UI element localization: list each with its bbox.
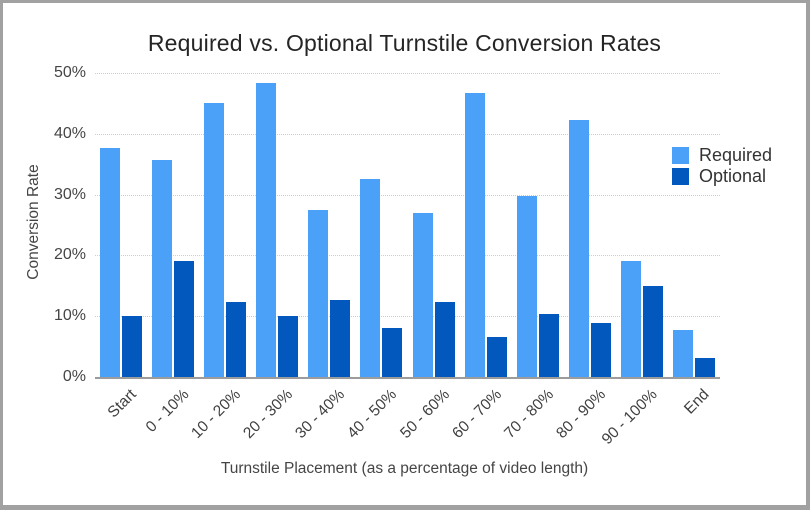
- legend-label-optional: Optional: [699, 166, 767, 186]
- bar-group: [407, 73, 459, 377]
- required-bar: [100, 147, 121, 377]
- x-tick-label: 70 - 80%: [500, 386, 557, 442]
- x-axis-title: Turnstile Placement (as a percentage of …: [220, 460, 589, 477]
- optional-bar: [122, 315, 143, 377]
- bar-group: [355, 73, 407, 377]
- required-bar: [204, 103, 225, 377]
- y-tick-label: 40%: [53, 124, 86, 142]
- x-tick-label: 40 - 50%: [344, 386, 401, 442]
- optional-bar: [642, 285, 663, 377]
- plot-area: [95, 73, 720, 377]
- x-tick-label: 30 - 40%: [292, 386, 349, 442]
- required-bar: [568, 120, 589, 377]
- legend-item-required: Required: [672, 145, 773, 165]
- y-tick-label: 10%: [53, 307, 86, 325]
- x-tick-label: 60 - 70%: [448, 386, 505, 442]
- chart-title: Required vs. Optional Turnstile Conversi…: [147, 30, 662, 56]
- bar-group: [199, 73, 251, 377]
- gridline-40%: [95, 133, 720, 135]
- optional-bar: [590, 322, 611, 377]
- required-bar: [672, 329, 693, 377]
- y-tick-label: 50%: [53, 64, 86, 81]
- y-tick-label: 0%: [62, 368, 86, 385]
- required-swatch-icon: [672, 147, 689, 164]
- x-tick-label: 90 - 100%: [598, 386, 661, 448]
- bar-group: [251, 73, 303, 377]
- x-tick-label: End: [681, 386, 713, 418]
- optional-swatch-icon: [672, 168, 689, 185]
- optional-bar: [538, 314, 559, 377]
- gridline-50%: [95, 73, 720, 74]
- legend: Required Optional: [672, 145, 773, 189]
- optional-bar: [226, 302, 247, 377]
- x-tick-label: Start: [104, 386, 141, 422]
- required-bar: [412, 212, 433, 377]
- required-bar: [464, 92, 485, 377]
- optional-bar: [382, 328, 403, 377]
- optional-bar: [486, 336, 507, 377]
- legend-item-optional: Optional: [672, 166, 772, 186]
- x-tick-label: 0 - 10%: [142, 386, 193, 436]
- bar-group: [303, 73, 355, 377]
- optional-bar: [278, 315, 299, 377]
- y-tick-label: 30%: [53, 185, 86, 203]
- optional-bar: [434, 301, 455, 377]
- y-tick-label: 20%: [53, 246, 86, 264]
- bar-group: [95, 73, 147, 377]
- x-tick-label: 50 - 60%: [396, 386, 453, 442]
- bar-group: [147, 73, 199, 377]
- bar-group: [460, 73, 512, 377]
- gridline-20%: [95, 255, 720, 257]
- required-bar: [516, 195, 537, 377]
- x-tick-label: 20 - 30%: [240, 386, 297, 442]
- bar-groups: [95, 73, 720, 377]
- x-axis-line: [95, 377, 720, 379]
- bar-group: [512, 73, 564, 377]
- bar-group: [564, 73, 616, 377]
- optional-bar: [330, 299, 351, 377]
- gridline-10%: [95, 316, 720, 318]
- required-bar: [152, 159, 173, 377]
- required-bar: [360, 178, 381, 377]
- required-bar: [308, 210, 329, 377]
- optional-bar: [174, 260, 195, 377]
- optional-bar: [694, 357, 715, 377]
- bar-group: [668, 73, 720, 377]
- gridline-30%: [95, 194, 720, 196]
- x-tick-label: 10 - 20%: [188, 386, 245, 442]
- required-bar: [256, 82, 277, 377]
- legend-label-required: Required: [699, 145, 773, 165]
- required-bar: [620, 260, 641, 377]
- bar-group: [616, 73, 668, 377]
